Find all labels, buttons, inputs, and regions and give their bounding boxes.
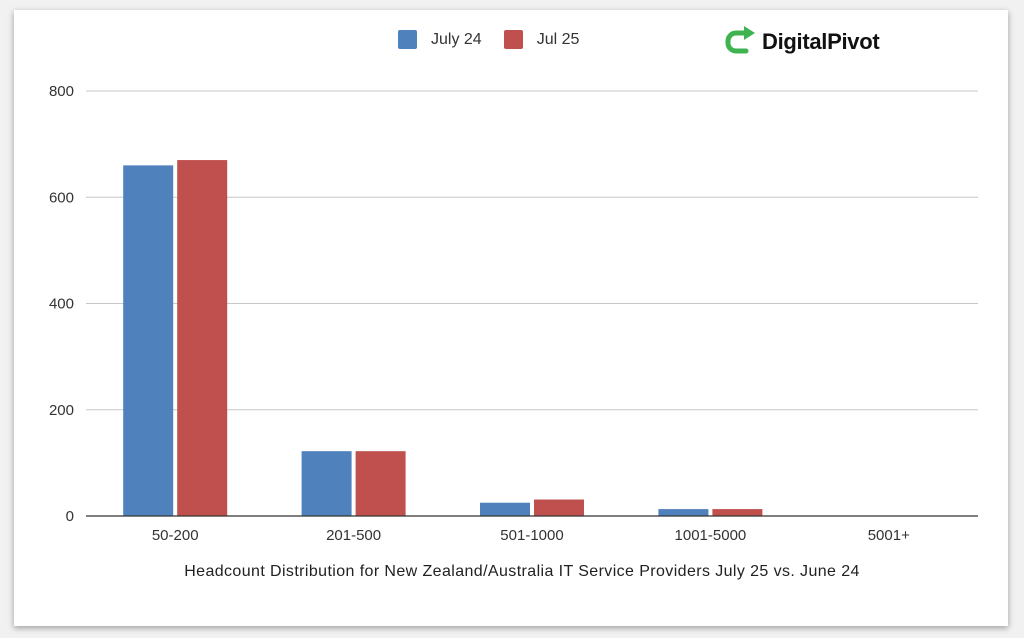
y-tick-label: 200 [49, 402, 74, 419]
x-tick-label: 1001-5000 [675, 527, 747, 544]
x-tick-label: 5001+ [868, 527, 910, 544]
bar-july-24 [301, 451, 352, 516]
legend-label-series-2: Jul 25 [536, 30, 580, 48]
logo-text: DigitalPivot [762, 29, 880, 54]
bar-jul-25 [712, 509, 763, 516]
y-tick-label: 0 [66, 508, 74, 525]
chart-legend: July 24 Jul 25 [398, 30, 601, 49]
bar-july-24 [658, 509, 709, 516]
y-tick-label: 800 [49, 83, 74, 100]
bar-jul-25 [534, 499, 584, 516]
bar-jul-25 [355, 451, 406, 516]
legend-item-series-1: July 24 [398, 30, 482, 49]
digitalpivot-logo: DigitalPivot [724, 24, 880, 60]
chart-title: Headcount Distribution for New Zealand/A… [184, 563, 860, 580]
legend-swatch-series-1 [398, 30, 417, 49]
x-tick-label: 501-1000 [500, 527, 563, 544]
bar-july-24 [123, 165, 174, 516]
bar-july-24 [480, 502, 530, 516]
x-tick-label: 50-200 [152, 527, 199, 544]
green-arrow-icon [725, 26, 755, 54]
legend-swatch-series-2 [503, 30, 523, 49]
y-tick-label: 400 [49, 296, 74, 313]
x-tick-label: 201-500 [326, 527, 381, 544]
bar-jul-25 [177, 160, 228, 516]
legend-item-series-2: Jul 25 [503, 30, 580, 49]
legend-label-series-1: July 24 [431, 30, 482, 48]
y-tick-label: 600 [49, 189, 74, 206]
